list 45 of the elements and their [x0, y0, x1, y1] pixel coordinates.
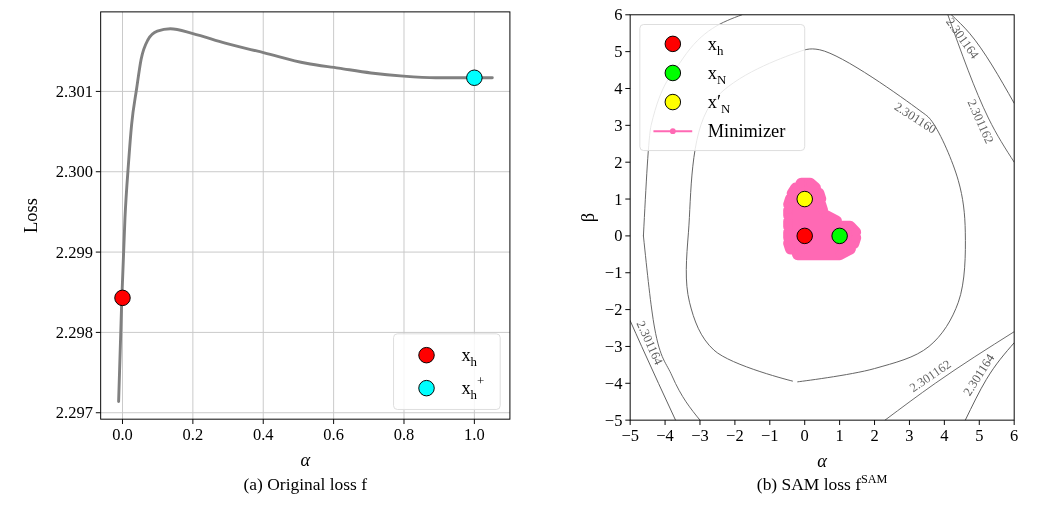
y-axis-title: Loss — [20, 198, 41, 233]
y-tick-label: 5 — [614, 42, 623, 62]
y-tick-label: 2.301 — [55, 81, 93, 101]
x-tick-label: 0 — [800, 425, 809, 445]
y-tick-label: −1 — [604, 263, 623, 283]
x-tick-label: 0.2 — [182, 424, 204, 444]
x-tick-label: 1.0 — [464, 424, 485, 444]
y-tick-label: 2.300 — [55, 162, 93, 182]
y-tick-label: 4 — [614, 78, 623, 98]
legend-label: Minimizer — [707, 121, 786, 142]
x-tick-label: 4 — [940, 425, 949, 445]
x-tick-label: 1 — [835, 425, 844, 445]
text: (b) SAM loss f$^{SAM}$ — [756, 471, 888, 494]
y-axis-title: β — [578, 212, 599, 223]
x-tick-label: 2 — [870, 425, 879, 445]
y-tick-label: 1 — [614, 189, 623, 209]
x-tick-label: −3 — [691, 425, 709, 445]
y-tick-label: −5 — [604, 410, 623, 430]
x-tick-label: 0.4 — [252, 424, 274, 444]
y-tick-label: 2.297 — [55, 403, 93, 423]
x-tick-label: 0.6 — [323, 424, 344, 444]
x-tick-label: 5 — [975, 425, 984, 445]
x-tick-label: 6 — [1010, 425, 1019, 445]
y-tick-label: −3 — [604, 336, 623, 356]
legend-label: x′$_{N}$ — [707, 92, 731, 117]
y-tick-label: 2 — [614, 152, 623, 172]
y-tick-label: 2.299 — [55, 242, 93, 262]
x-tick-label: −1 — [761, 425, 779, 445]
text: (a) Original loss f — [243, 473, 368, 494]
x-axis-title: α — [300, 449, 311, 470]
x-axis-title: α — [817, 450, 828, 471]
x-tick-label: −2 — [726, 425, 744, 445]
y-tick-label: 0 — [614, 226, 623, 246]
x-tick-label: 3 — [905, 425, 914, 445]
y-tick-label: 6 — [614, 5, 623, 25]
y-tick-label: −2 — [604, 300, 623, 320]
legend-label: x$_{h}$ — [707, 33, 724, 58]
x-tick-label: 0.0 — [112, 424, 133, 444]
y-tick-label: 3 — [614, 115, 623, 135]
x-tick-label: −4 — [656, 425, 674, 445]
legend-label: x$_{N}$ — [707, 62, 727, 87]
x-tick-label: 0.8 — [393, 424, 415, 444]
y-tick-label: 2.298 — [55, 322, 93, 342]
legend-label: x$_{h}$ — [461, 345, 478, 370]
y-tick-label: −4 — [604, 373, 623, 393]
